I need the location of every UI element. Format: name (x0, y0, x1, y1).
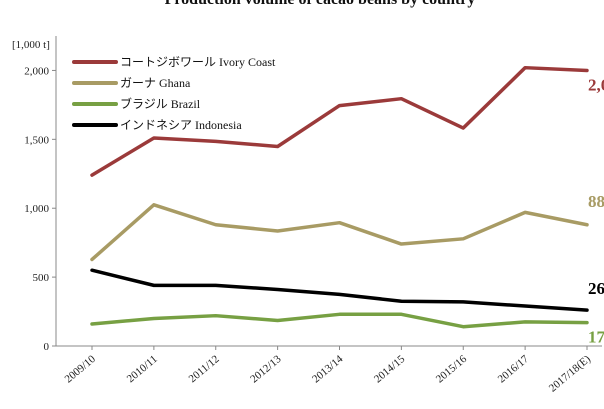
x-tick-label: 2012/13 (248, 353, 284, 386)
end-label-3: 260 (588, 279, 604, 298)
y-tick-label: 0 (44, 341, 50, 353)
end-label-2: 170 (588, 328, 604, 347)
x-tick-label: 2009/10 (63, 353, 99, 386)
y-tick-label: 500 (33, 272, 50, 284)
end-labels: 2,000 880 170 260 (588, 75, 604, 346)
x-tick-label: 2014/15 (372, 353, 408, 386)
legend-label-0: コートジボワール Ivory Coast (120, 55, 276, 69)
y-tick-label: 1,500 (24, 134, 49, 146)
series-line-2 (92, 314, 587, 326)
y-tick-label: 1,000 (24, 203, 49, 215)
legend: コートジボワール Ivory Coast ガーナ Ghana ブラジル Brazil… (74, 55, 276, 132)
y-unit-label: [1,000 t] (12, 39, 50, 51)
end-label-0: 2,000 (588, 75, 604, 94)
chart-title: Production volume of cacao beans by coun… (165, 0, 476, 8)
x-tick-label: 2017/18(E) (547, 353, 593, 395)
x-tick-label: 2011/12 (187, 353, 222, 385)
y-tick-label: 2,000 (24, 65, 49, 77)
end-label-1: 880 (588, 192, 604, 211)
legend-label-2: ブラジル Brazil (120, 96, 201, 111)
x-tick-label: 2010/11 (125, 353, 160, 385)
legend-label-3: インドネシア Indonesia (120, 118, 242, 132)
series-line-3 (92, 270, 587, 310)
x-tick-label: 2013/14 (310, 353, 346, 386)
x-tick-label: 2015/16 (434, 353, 470, 386)
series-line-1 (92, 205, 587, 260)
legend-label-1: ガーナ Ghana (120, 76, 191, 90)
x-tick-label: 2016/17 (496, 353, 532, 386)
